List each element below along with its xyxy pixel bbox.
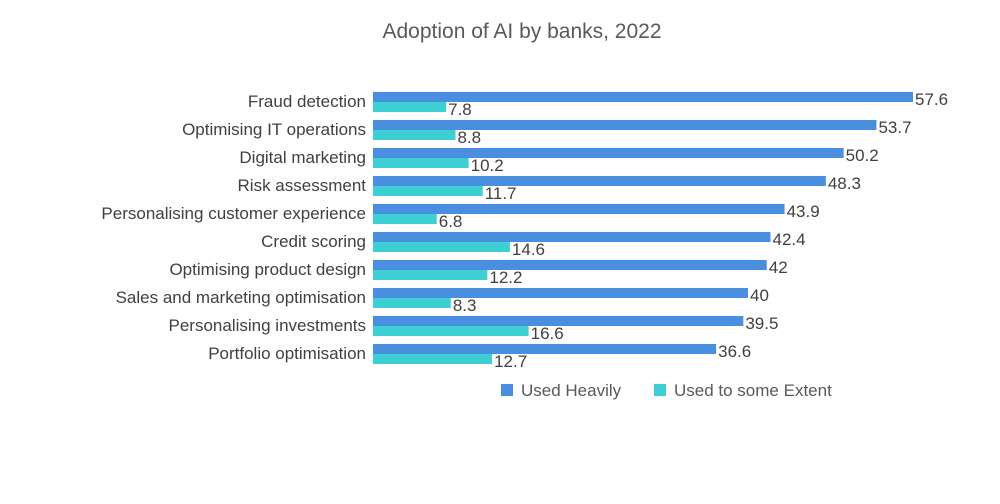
- category-label-credit-scoring: Credit scoring: [261, 232, 366, 251]
- bar-used-heavily-portfolio-optimisation: [373, 344, 717, 354]
- legend-swatch-used-to-some-extent: [654, 384, 666, 396]
- data-label-used-heavily-digital-marketing: 50.2: [846, 146, 879, 165]
- legend-label-used-to-some-extent: Used to some Extent: [674, 381, 832, 400]
- data-label-used-to-some-extent-personalising-investments: 16.6: [531, 324, 564, 343]
- bar-used-to-some-extent-fraud-detection: [373, 102, 447, 112]
- bar-used-heavily-personalising-customer-experience: [373, 204, 785, 214]
- data-label-used-to-some-extent-portfolio-optimisation: 12.7: [494, 352, 527, 371]
- category-label-risk-assessment: Risk assessment: [238, 176, 367, 195]
- category-label-digital-marketing: Digital marketing: [239, 148, 366, 167]
- bar-used-to-some-extent-personalising-customer-experience: [373, 214, 437, 224]
- legend: Used Heavily Used to some Extent: [501, 381, 832, 400]
- bar-used-to-some-extent-credit-scoring: [373, 242, 510, 252]
- data-label-used-to-some-extent-digital-marketing: 10.2: [471, 156, 504, 175]
- bar-used-heavily-sales-and-marketing-optimisation: [373, 288, 748, 298]
- bar-used-to-some-extent-personalising-investments: [373, 326, 529, 336]
- data-label-used-to-some-extent-sales-and-marketing-optimisation: 8.3: [453, 296, 477, 315]
- legend-swatch-used-heavily: [501, 384, 513, 396]
- data-label-used-heavily-personalising-customer-experience: 43.9: [787, 202, 820, 221]
- data-label-used-to-some-extent-personalising-customer-experience: 6.8: [439, 212, 463, 231]
- bar-used-heavily-digital-marketing: [373, 148, 844, 158]
- category-label-sales-and-marketing-optimisation: Sales and marketing optimisation: [116, 288, 366, 307]
- bar-used-heavily-optimising-product-design: [373, 260, 767, 270]
- category-label-personalising-customer-experience: Personalising customer experience: [101, 204, 366, 223]
- bar-used-heavily-personalising-investments: [373, 316, 744, 326]
- data-label-used-heavily-portfolio-optimisation: 36.6: [718, 342, 751, 361]
- data-label-used-heavily-sales-and-marketing-optimisation: 40: [750, 286, 769, 305]
- bar-used-heavily-optimising-it-operations: [373, 120, 877, 130]
- bar-used-to-some-extent-optimising-product-design: [373, 270, 488, 280]
- data-label-used-heavily-fraud-detection: 57.6: [915, 90, 948, 109]
- bar-used-to-some-extent-digital-marketing: [373, 158, 469, 168]
- data-label-used-to-some-extent-fraud-detection: 7.8: [448, 100, 472, 119]
- data-label-used-to-some-extent-optimising-it-operations: 8.8: [458, 128, 482, 147]
- bar-used-heavily-credit-scoring: [373, 232, 771, 242]
- category-label-fraud-detection: Fraud detection: [248, 92, 366, 111]
- data-label-used-heavily-optimising-product-design: 42: [769, 258, 788, 277]
- category-label-personalising-investments: Personalising investments: [169, 316, 366, 335]
- bar-used-heavily-risk-assessment: [373, 176, 826, 186]
- bar-used-to-some-extent-sales-and-marketing-optimisation: [373, 298, 451, 308]
- data-label-used-heavily-optimising-it-operations: 53.7: [878, 118, 911, 137]
- category-label-optimising-it-operations: Optimising IT operations: [182, 120, 366, 139]
- bar-used-to-some-extent-risk-assessment: [373, 186, 483, 196]
- plot-area: Fraud detection 57.6 7.8 Optimising IT oper…: [101, 90, 948, 371]
- data-label-used-to-some-extent-optimising-product-design: 12.2: [489, 268, 522, 287]
- bar-used-to-some-extent-optimising-it-operations: [373, 130, 456, 140]
- data-label-used-heavily-risk-assessment: 48.3: [828, 174, 861, 193]
- data-label-used-to-some-extent-risk-assessment: 11.7: [485, 184, 517, 203]
- data-label-used-to-some-extent-credit-scoring: 14.6: [512, 240, 545, 259]
- data-label-used-heavily-personalising-investments: 39.5: [745, 314, 778, 333]
- category-label-portfolio-optimisation: Portfolio optimisation: [208, 344, 366, 363]
- chart-title: Adoption of AI by banks, 2022: [382, 20, 661, 43]
- bar-used-heavily-fraud-detection: [373, 92, 913, 102]
- bar-used-to-some-extent-portfolio-optimisation: [373, 354, 493, 364]
- data-label-used-heavily-credit-scoring: 42.4: [773, 230, 806, 249]
- legend-label-used-heavily: Used Heavily: [521, 381, 622, 400]
- category-label-optimising-product-design: Optimising product design: [169, 260, 366, 279]
